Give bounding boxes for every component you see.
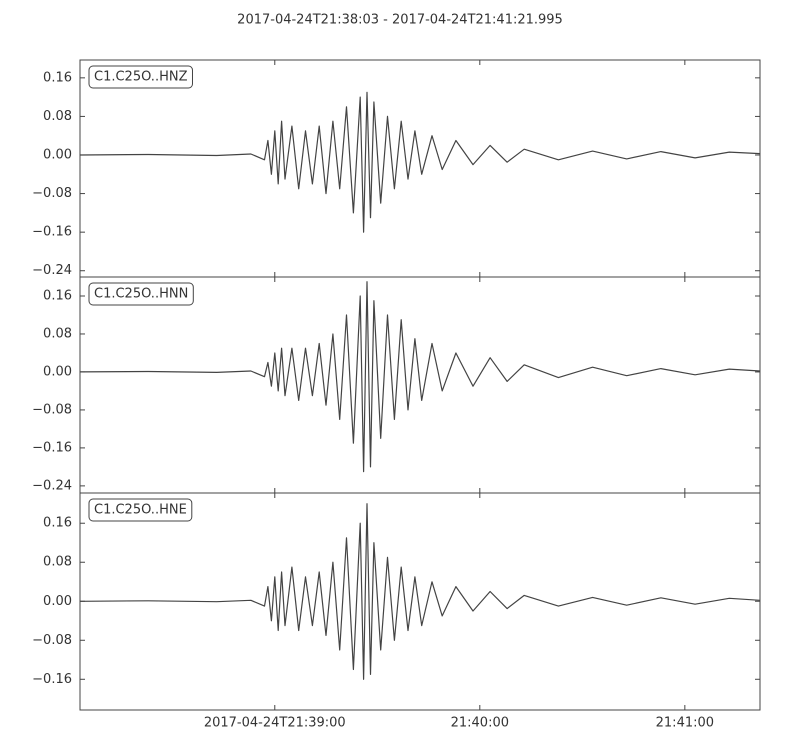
y-tick-label: 0.00 xyxy=(43,147,72,162)
y-tick-label: −0.08 xyxy=(32,402,72,417)
panel-frame xyxy=(79,59,761,278)
waveform xyxy=(79,91,761,233)
y-tick-label: 0.00 xyxy=(43,594,72,609)
y-tick-label: −0.16 xyxy=(32,225,72,240)
y-tick-label: 0.16 xyxy=(43,288,72,303)
y-tick-label: −0.08 xyxy=(32,633,72,648)
chart-title: 2017-04-24T21:38:03 - 2017-04-24T21:41:2… xyxy=(237,13,563,28)
y-tick-label: 0.16 xyxy=(43,70,72,85)
y-tick-label: −0.24 xyxy=(32,263,72,278)
trace-label: C1.C25O..HNE xyxy=(94,503,187,518)
x-tick-label: 21:41:00 xyxy=(656,716,714,731)
x-tick-label: 21:40:00 xyxy=(451,716,509,731)
trace-label: C1.C25O..HNZ xyxy=(94,70,188,85)
y-tick-label: −0.16 xyxy=(32,672,72,687)
y-tick-label: 0.08 xyxy=(43,326,72,341)
waveform xyxy=(79,503,761,680)
y-tick-label: 0.16 xyxy=(43,516,72,531)
x-tick-label: 2017-04-24T21:39:00 xyxy=(204,716,346,731)
trace-label-box xyxy=(88,65,193,89)
y-tick-label: −0.16 xyxy=(32,440,72,455)
y-tick-label: −0.08 xyxy=(32,186,72,201)
waveform xyxy=(79,281,761,473)
y-tick-label: −0.24 xyxy=(32,478,72,493)
trace-label: C1.C25O..HNN xyxy=(94,287,188,302)
trace-label-box xyxy=(88,498,193,522)
y-tick-label: 0.08 xyxy=(43,555,72,570)
trace-label-box xyxy=(88,282,194,306)
y-tick-label: 0.00 xyxy=(43,364,72,379)
y-tick-label: 0.08 xyxy=(43,109,72,124)
